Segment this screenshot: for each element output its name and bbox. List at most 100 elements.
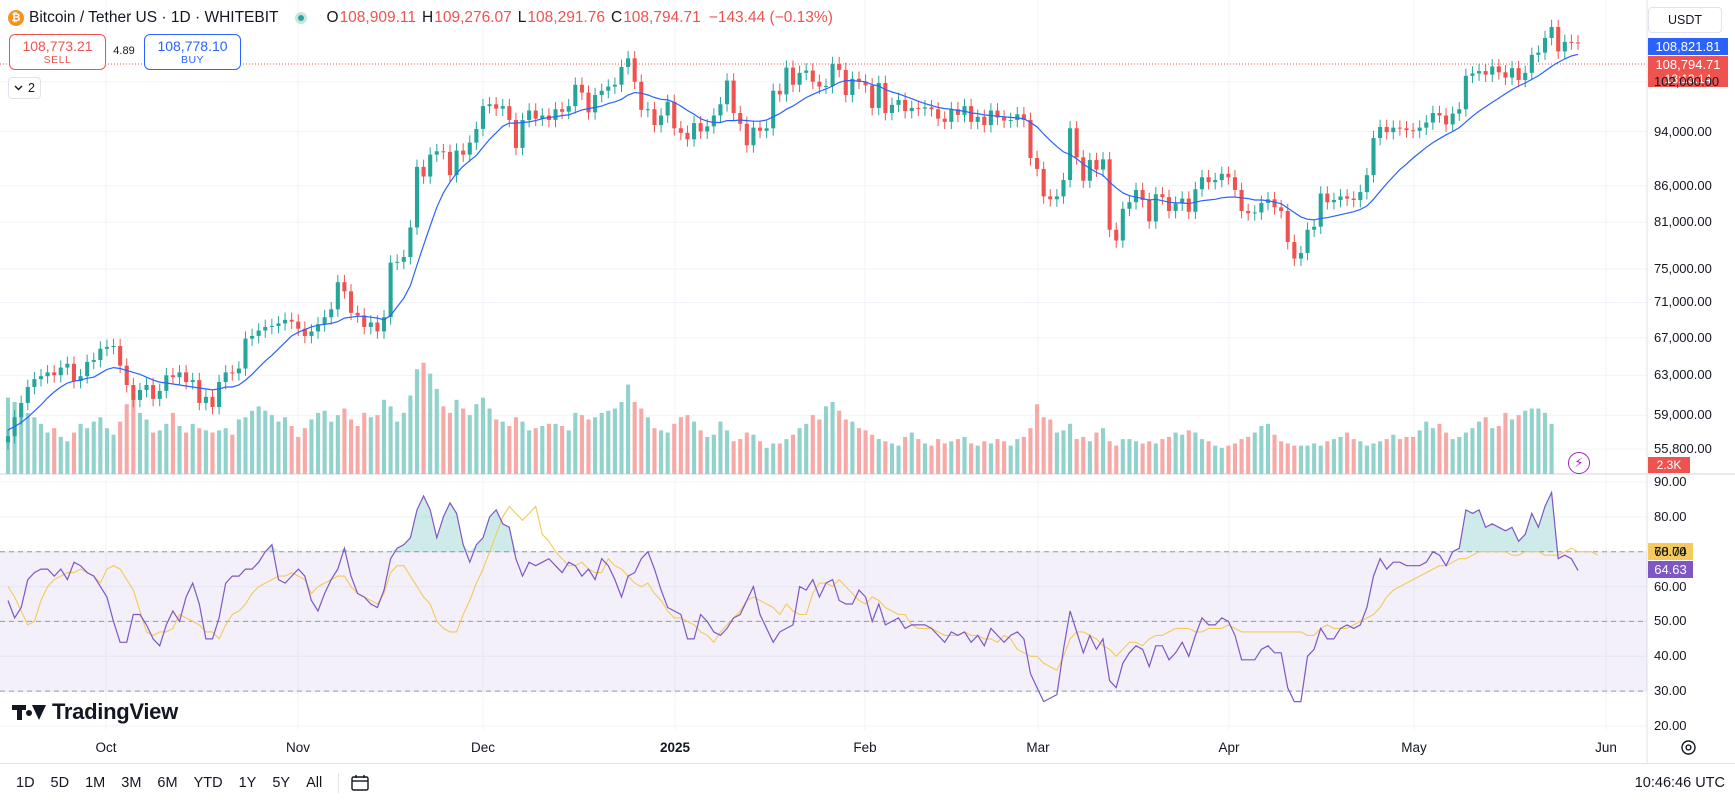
sell-button[interactable]: 108,773.21 SELL: [9, 34, 106, 70]
candle-body: [1213, 180, 1218, 183]
open-label: O: [326, 9, 339, 26]
candle-body: [1490, 66, 1495, 75]
buy-button[interactable]: 108,778.10 BUY: [144, 34, 241, 70]
volume-bar: [1186, 430, 1191, 474]
volume-bar: [447, 412, 453, 474]
candle-body: [1002, 117, 1007, 121]
volume-bar: [1371, 443, 1376, 474]
candle-body: [1107, 159, 1112, 230]
range-button-ytd[interactable]: YTD: [193, 774, 223, 791]
volume-bar: [250, 410, 255, 474]
candle-body: [197, 380, 202, 403]
volume-bar: [929, 445, 934, 474]
candles: [5, 19, 1581, 450]
candle-body: [1509, 68, 1515, 78]
candle-body: [731, 80, 736, 113]
market-status-icon[interactable]: [294, 12, 307, 24]
candle-body: [250, 335, 255, 339]
volume-bar: [1147, 441, 1152, 474]
volume-bar: [487, 408, 492, 474]
candle-body: [1015, 114, 1020, 120]
volume-bar: [78, 423, 83, 474]
volume-bar: [1417, 430, 1422, 474]
candle-body: [184, 372, 189, 383]
calendar-icon[interactable]: [351, 774, 371, 792]
volume-bar: [599, 412, 604, 474]
candle-body: [52, 372, 57, 376]
price-axis-tick: 81,000.00: [1654, 214, 1712, 230]
candle-body: [1536, 52, 1541, 55]
candle-body: [955, 109, 960, 115]
volume-bar: [164, 423, 169, 474]
candle-body: [1199, 177, 1205, 190]
volume-bar: [1074, 439, 1079, 474]
candle-body: [916, 107, 921, 109]
volume-bar: [949, 441, 954, 474]
volume-bar: [434, 388, 439, 474]
candle-body: [533, 110, 538, 119]
candle-body: [586, 92, 591, 113]
candle-body: [876, 82, 881, 108]
candle-body: [131, 385, 136, 400]
volume-bar: [665, 432, 670, 474]
volume-bar: [553, 423, 558, 474]
volume-bar: [1338, 436, 1343, 474]
range-button-all[interactable]: All: [306, 774, 323, 791]
candle-body: [1219, 173, 1224, 181]
volume-bar: [322, 410, 327, 474]
candle-body: [507, 106, 512, 120]
candle-body: [309, 331, 314, 336]
range-button-1y[interactable]: 1Y: [238, 774, 257, 791]
candle-body: [830, 64, 835, 86]
volume-bar: [1345, 432, 1350, 474]
volume-bar: [988, 443, 993, 474]
range-button-5y[interactable]: 5Y: [272, 774, 291, 791]
range-button-1d[interactable]: 1D: [16, 774, 35, 791]
candle-body: [929, 107, 934, 110]
volume-bar: [362, 412, 367, 474]
candle-body: [256, 330, 261, 336]
candle-body: [705, 126, 710, 132]
range-button-5d[interactable]: 5D: [50, 774, 70, 791]
candle-body: [804, 70, 809, 73]
currency-selector[interactable]: USDT: [1648, 7, 1722, 33]
volume-bar: [1503, 412, 1508, 474]
volume-bar: [1272, 434, 1277, 474]
volume-bar: [52, 428, 57, 474]
candle-body: [223, 372, 228, 383]
volume-bar: [91, 421, 96, 474]
candle-body: [118, 345, 123, 366]
candle-body: [467, 142, 472, 155]
volume-bar: [1226, 445, 1231, 474]
gear-icon[interactable]: [1680, 739, 1697, 756]
candle-body: [203, 396, 208, 403]
candle-body: [454, 150, 459, 176]
candle-body: [692, 123, 697, 140]
candle-body: [1477, 71, 1482, 74]
clock-display[interactable]: 10:46:46 UTC: [1634, 774, 1725, 791]
volume-value-tag: 2.3K: [1648, 457, 1690, 473]
volume-bar: [1180, 434, 1185, 474]
volume-bar: [936, 439, 941, 474]
candle-body: [461, 150, 466, 155]
range-button-1m[interactable]: 1M: [85, 774, 106, 791]
open-value: 108,909.11: [339, 9, 416, 26]
chart-canvas[interactable]: [0, 0, 1735, 763]
lightning-icon[interactable]: ⚡: [1568, 452, 1590, 474]
range-button-3m[interactable]: 3M: [121, 774, 142, 791]
candle-body: [626, 58, 631, 68]
candle-body: [1391, 127, 1396, 133]
candle-body: [777, 90, 782, 95]
price-axis-tick: 86,000.00: [1654, 177, 1712, 193]
candle-body: [718, 104, 723, 116]
candle-body: [144, 385, 149, 390]
volume-bar: [1199, 439, 1205, 474]
candle-body: [1160, 194, 1165, 198]
range-button-6m[interactable]: 6M: [157, 774, 178, 791]
volume-bar: [1173, 432, 1178, 474]
rsi-axis-tick: 60.00: [1654, 578, 1687, 594]
tradingview-logo[interactable]: TradingView: [12, 699, 178, 725]
symbol-title[interactable]: Bitcoin / Tether US · 1D · WHITEBIT: [29, 9, 279, 26]
indicators-collapse-button[interactable]: 2: [8, 77, 41, 99]
candle-body: [883, 82, 888, 113]
